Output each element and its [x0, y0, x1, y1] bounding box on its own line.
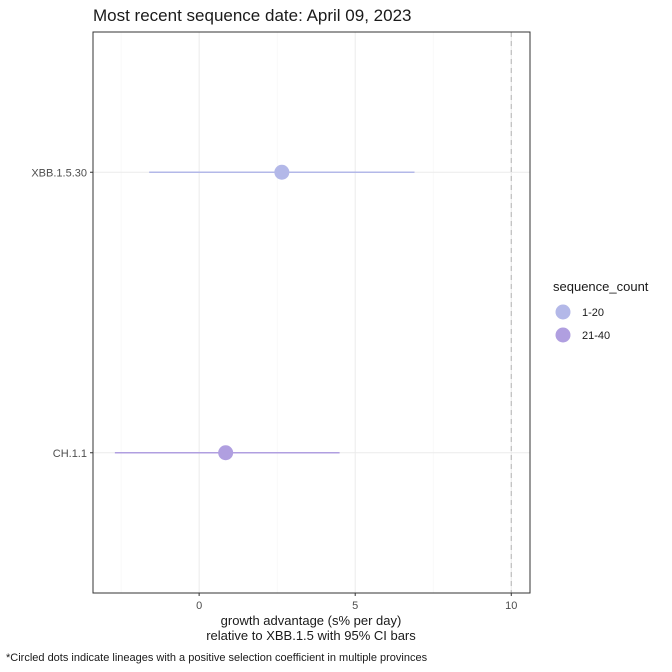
- x-tick-label: 10: [505, 600, 517, 612]
- legend-label: 1-20: [582, 307, 604, 319]
- y-axis: XBB.1.5.30 CH.1.1: [31, 167, 93, 460]
- data-point: [218, 445, 234, 461]
- y-tick-label: CH.1.1: [53, 448, 87, 460]
- x-axis-title-line2: relative to XBB.1.5 with 95% CI bars: [206, 628, 416, 643]
- y-tick-label: XBB.1.5.30: [31, 167, 87, 179]
- legend-label: 21-40: [582, 330, 610, 342]
- x-axis: 0 5 10: [196, 593, 517, 612]
- chart-title: Most recent sequence date: April 09, 202…: [93, 6, 411, 25]
- data-point: [274, 164, 290, 180]
- legend-items: 1-20 21-40: [555, 304, 610, 343]
- legend-title: sequence_count: [553, 279, 649, 294]
- x-tick-label: 5: [352, 600, 358, 612]
- confidence-interval-bars: [114, 171, 415, 454]
- legend: sequence_count 1-20 21-40: [553, 279, 649, 343]
- x-axis-title-line1: growth advantage (s% per day): [221, 613, 402, 628]
- gridlines: [93, 32, 530, 593]
- caption: *Circled dots indicate lineages with a p…: [6, 652, 428, 664]
- legend-key-dot: [555, 304, 571, 320]
- data-points: [218, 164, 290, 461]
- legend-key-dot: [555, 327, 571, 343]
- plot-panel-border: [92, 31, 531, 594]
- x-tick-label: 0: [196, 600, 202, 612]
